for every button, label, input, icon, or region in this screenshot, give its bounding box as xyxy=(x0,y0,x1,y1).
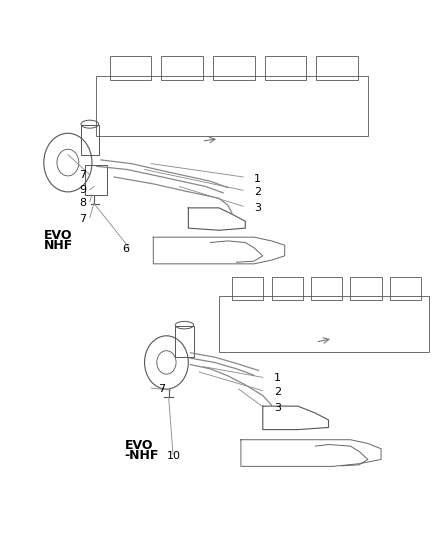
Bar xyxy=(219,296,429,352)
Bar xyxy=(311,277,342,300)
Bar xyxy=(96,76,368,136)
Bar xyxy=(110,56,151,80)
Text: 1: 1 xyxy=(274,374,281,383)
Text: 3: 3 xyxy=(254,203,261,213)
Text: 1: 1 xyxy=(254,174,261,183)
Bar xyxy=(272,277,303,300)
Bar xyxy=(175,326,194,357)
Text: -NHF: -NHF xyxy=(125,449,159,462)
Bar xyxy=(232,277,263,300)
Text: 9: 9 xyxy=(79,185,86,195)
Text: EVO: EVO xyxy=(125,439,153,451)
Bar xyxy=(213,56,254,80)
Text: 3: 3 xyxy=(274,403,281,413)
Bar xyxy=(316,56,358,80)
Text: 8: 8 xyxy=(79,198,86,207)
Bar xyxy=(350,277,381,300)
Bar xyxy=(161,56,203,80)
Bar xyxy=(390,277,421,300)
Bar xyxy=(81,125,99,155)
Text: 7: 7 xyxy=(158,384,165,394)
Text: 7: 7 xyxy=(79,170,86,180)
Text: 10: 10 xyxy=(166,451,180,461)
Text: 2: 2 xyxy=(274,387,281,397)
Text: 6: 6 xyxy=(123,244,130,254)
Bar xyxy=(265,56,306,80)
Text: 2: 2 xyxy=(254,187,261,197)
Text: EVO: EVO xyxy=(44,229,72,242)
Bar xyxy=(85,165,107,195)
Text: NHF: NHF xyxy=(44,239,73,252)
Text: 7: 7 xyxy=(79,214,86,223)
